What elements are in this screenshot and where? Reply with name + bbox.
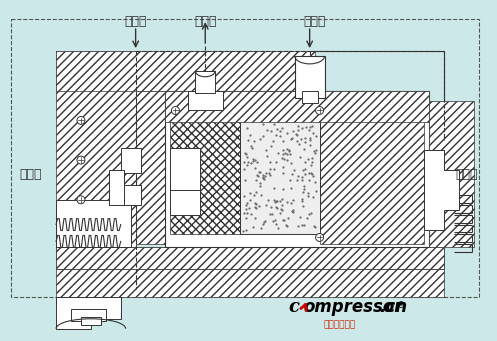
Polygon shape — [56, 297, 121, 329]
Text: 大气侧: 大气侧 — [19, 168, 42, 181]
Bar — [170, 190, 200, 214]
Text: 隔离气: 隔离气 — [124, 15, 147, 28]
Bar — [166, 91, 429, 122]
Circle shape — [77, 156, 85, 164]
Bar — [56, 247, 444, 269]
Polygon shape — [166, 91, 429, 247]
Bar — [109, 170, 124, 205]
Bar — [136, 91, 166, 244]
Bar — [121, 185, 141, 205]
Bar — [295, 56, 325, 98]
Bar — [188, 91, 223, 110]
Bar — [56, 247, 444, 269]
Circle shape — [77, 196, 85, 204]
Bar — [170, 120, 240, 235]
Bar — [170, 148, 200, 198]
Bar — [56, 51, 315, 91]
Bar — [429, 101, 474, 247]
Bar — [11, 19, 479, 297]
Bar — [56, 267, 444, 297]
Circle shape — [77, 116, 85, 124]
Polygon shape — [424, 150, 459, 229]
Text: 介质侧: 介质侧 — [455, 168, 478, 181]
Text: c: c — [289, 298, 300, 316]
Bar — [302, 91, 318, 103]
Bar — [240, 120, 320, 235]
Text: ®: ® — [397, 301, 406, 310]
Polygon shape — [56, 200, 131, 247]
Circle shape — [316, 234, 324, 241]
Bar — [71, 309, 106, 321]
Circle shape — [316, 106, 324, 115]
Bar — [121, 148, 141, 173]
Bar — [195, 71, 215, 93]
Circle shape — [171, 106, 179, 115]
Bar — [320, 101, 424, 244]
Bar — [56, 51, 136, 269]
Text: 中国压缩机网: 中国压缩机网 — [324, 321, 356, 330]
Text: .cn: .cn — [379, 298, 408, 316]
Bar — [81, 317, 101, 325]
Text: 泄漏气: 泄漏气 — [194, 15, 217, 28]
Text: 缓冲气: 缓冲气 — [303, 15, 326, 28]
Text: ompressor: ompressor — [304, 298, 403, 316]
